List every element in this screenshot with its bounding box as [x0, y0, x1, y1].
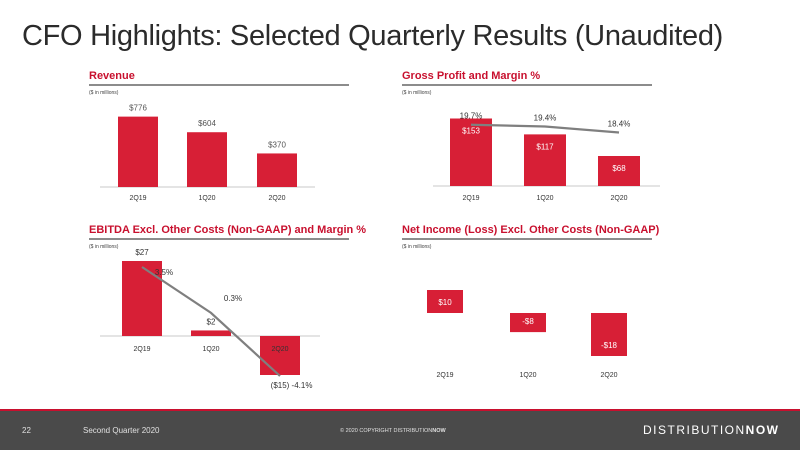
gross-profit-margin-line — [470, 123, 620, 134]
gross-profit-margin-label-1q20: 19.4% — [534, 114, 557, 123]
page-number: 22 — [22, 426, 31, 435]
company-logo: DISTRIBUTIONNOW — [643, 423, 780, 437]
page-title: CFO Highlights: Selected Quarterly Resul… — [22, 20, 724, 52]
revenue-tick-1q20: 1Q20 — [198, 195, 215, 202]
net-income-title: Net Income (Loss) Excl. Other Costs (Non… — [402, 224, 660, 236]
revenue-tick-2q20: 2Q20 — [268, 195, 285, 202]
gross-profit-data-label-2q19: $153 — [462, 127, 480, 136]
ebitda-tick-1q20: 1Q20 — [202, 346, 219, 353]
ebitda-data-label-2q19: $27 — [135, 248, 149, 257]
gross-profit-title: Gross Profit and Margin % — [402, 70, 541, 82]
net-income-data-label-2q20: -$18 — [601, 341, 618, 350]
revenue-tick-2q19: 2Q19 — [129, 195, 146, 202]
gross-profit-bar-2q20 — [598, 156, 640, 186]
revenue-title: Revenue — [89, 70, 135, 82]
net-income-tick-2q19: 2Q19 — [436, 372, 453, 379]
gross-profit-margin-label-2q19: 19.7% — [460, 112, 483, 121]
gross-profit-data-label-1q20: $117 — [536, 142, 554, 151]
ebitda-margin-label-2q19: 3.5% — [155, 268, 173, 277]
gross-profit-margin-label-2q20: 18.4% — [608, 119, 631, 128]
ebitda-margin-label-2q20: -4.1% — [292, 381, 313, 390]
gross-profit-tick-2q20: 2Q20 — [610, 195, 627, 202]
revenue-bar-1q20 — [187, 132, 227, 187]
net-income-tick-2q20: 2Q20 — [600, 372, 617, 379]
footer-copyright-prefix: © 2020 COPYRIGHT DISTRIBUTION — [340, 428, 433, 434]
logo-prefix: DISTRIBUTION — [643, 423, 746, 437]
gross-profit-data-label-2q20: $68 — [612, 164, 626, 173]
net-income-bar-1q20 — [510, 313, 546, 333]
ebitda-margin-line — [141, 266, 281, 377]
net-income-data-label-2q19: $10 — [438, 298, 452, 307]
gross-profit-units: ($ in millions) — [402, 90, 432, 96]
net-income-title-rule — [402, 238, 652, 240]
footer-copyright-bold: NOW — [432, 428, 446, 434]
footer-accent-line — [0, 409, 800, 411]
revenue-units: ($ in millions) — [89, 90, 119, 96]
net-income-bar-2q20 — [591, 313, 627, 356]
gross-profit-bar-2q19 — [450, 118, 492, 186]
footer-copyright: © 2020 COPYRIGHT DISTRIBUTIONNOW — [340, 428, 446, 434]
net-income-units: ($ in millions) — [402, 244, 432, 250]
revenue-data-label-2q19: $776 — [129, 104, 147, 113]
net-income-data-label-1q20: -$8 — [522, 317, 534, 326]
net-income-bar-2q19 — [427, 290, 463, 313]
gross-profit-title-rule — [402, 84, 652, 86]
ebitda-data-label-1q20: $2 — [207, 317, 216, 326]
footer: 22 Second Quarter 2020 © 2020 COPYRIGHT … — [0, 411, 800, 450]
revenue-bar-2q19 — [118, 116, 158, 187]
gross-profit-tick-2q19: 2Q19 — [462, 195, 479, 202]
logo-bold: NOW — [745, 423, 780, 437]
revenue-data-label-2q20: $370 — [268, 140, 286, 149]
ebitda-bar-2q19 — [122, 261, 162, 336]
revenue-title-rule — [89, 84, 349, 86]
ebitda-margin-label-1q20: 0.3% — [224, 294, 242, 303]
ebitda-bar-1q20 — [191, 330, 231, 336]
ebitda-tick-2q19: 2Q19 — [133, 346, 150, 353]
ebitda-units: ($ in millions) — [89, 244, 119, 250]
gross-profit-bar-1q20 — [524, 134, 566, 186]
ebitda-data-label-2q20: ($15) — [271, 381, 290, 390]
revenue-data-label-1q20: $604 — [198, 119, 216, 128]
net-income-tick-1q20: 1Q20 — [519, 372, 536, 379]
ebitda-tick-2q20: 2Q20 — [271, 346, 288, 353]
ebitda-title-rule — [89, 238, 349, 240]
ebitda-title: EBITDA Excl. Other Costs (Non-GAAP) and … — [89, 224, 367, 236]
revenue-bar-2q20 — [257, 153, 297, 187]
footer-quarter: Second Quarter 2020 — [83, 426, 160, 435]
ebitda-bar-2q20 — [260, 336, 300, 375]
gross-profit-tick-1q20: 1Q20 — [536, 195, 553, 202]
